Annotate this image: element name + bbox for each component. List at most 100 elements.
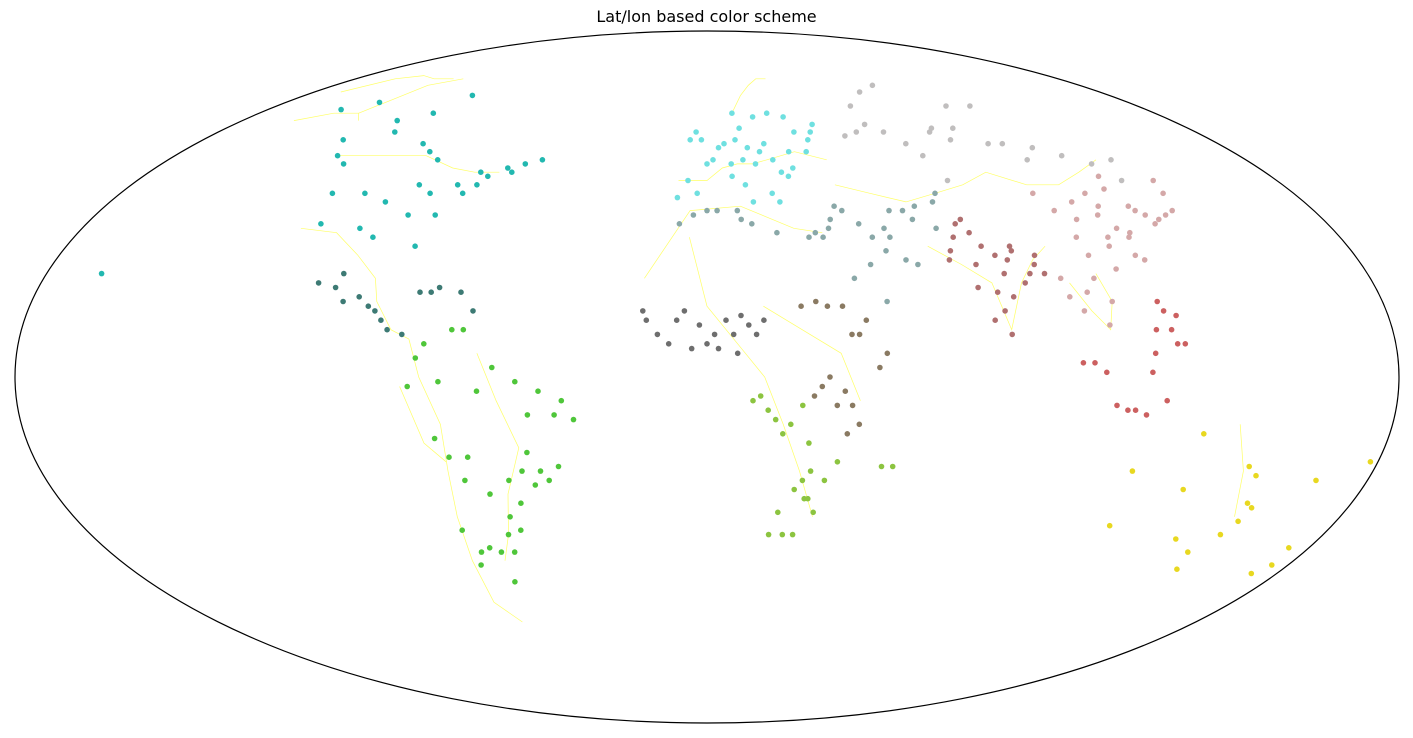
data-point: [537, 468, 544, 474]
data-point: [710, 157, 716, 163]
data-point: [1031, 261, 1037, 268]
data-point: [863, 317, 870, 324]
border-line: [834, 159, 1097, 203]
data-point: [474, 182, 480, 188]
data-point: [340, 298, 346, 305]
data-point: [856, 89, 863, 95]
data-point: [800, 402, 806, 409]
data-point: [1095, 203, 1101, 209]
data-point: [1041, 270, 1048, 277]
data-point: [1107, 322, 1113, 328]
data-point: [392, 129, 398, 135]
data-point: [551, 412, 557, 418]
data-point: [881, 225, 887, 232]
data-point: [1091, 275, 1097, 282]
data-point: [994, 289, 1001, 296]
data-point: [417, 289, 423, 296]
data-point: [770, 157, 776, 163]
data-point: [807, 129, 813, 135]
data-point: [332, 284, 339, 291]
data-point: [315, 280, 322, 286]
data-point: [1141, 257, 1148, 263]
data-point: [698, 137, 705, 143]
data-point: [1010, 294, 1017, 300]
data-point: [665, 341, 672, 347]
data-point: [798, 303, 804, 310]
data-point: [950, 234, 956, 240]
data-point: [427, 148, 433, 155]
data-point: [1008, 248, 1015, 254]
data-point: [356, 294, 363, 300]
data-point: [827, 374, 833, 380]
data-point: [1101, 186, 1107, 192]
data-point: [340, 161, 347, 167]
data-point: [855, 221, 862, 227]
data-point: [880, 129, 887, 135]
data-point: [341, 270, 347, 277]
data-point: [788, 421, 794, 428]
data-point: [498, 549, 505, 555]
data-point: [723, 317, 729, 324]
data-point: [721, 140, 727, 147]
data-point: [673, 317, 680, 324]
data-point: [746, 322, 752, 328]
data-point: [791, 129, 797, 135]
data-point: [693, 129, 699, 135]
data-point: [1269, 562, 1275, 568]
data-point: [681, 308, 688, 314]
data-point: [944, 177, 951, 184]
data-point: [382, 199, 389, 205]
data-point: [1004, 257, 1011, 263]
data-point: [928, 125, 935, 131]
data-point: [372, 308, 378, 314]
data-point: [555, 463, 562, 470]
data-point: [512, 378, 518, 385]
data-point: [431, 435, 438, 442]
data-point: [744, 144, 751, 151]
data-point: [685, 177, 691, 184]
data-point: [1114, 402, 1120, 409]
data-point: [886, 207, 892, 214]
data-point: [807, 468, 814, 474]
data-point: [435, 378, 441, 385]
data-point: [1168, 326, 1175, 333]
data-point: [478, 169, 484, 175]
data-point: [469, 92, 476, 99]
data-point: [462, 477, 468, 484]
data-point: [558, 397, 565, 404]
data-point: [842, 133, 848, 139]
data-point: [1152, 350, 1159, 357]
data-point: [1367, 459, 1374, 465]
data-point: [1126, 234, 1132, 240]
data-point: [470, 308, 476, 314]
data-point: [967, 103, 973, 109]
data-point: [947, 137, 954, 143]
data-point: [704, 161, 710, 167]
data-point: [715, 345, 722, 352]
data-point: [950, 125, 956, 131]
data-point: [778, 169, 785, 175]
data-point: [318, 221, 324, 227]
data-point: [957, 216, 964, 223]
border-line: [408, 339, 523, 623]
data-point: [932, 190, 938, 197]
data-point: [384, 326, 390, 333]
data-point: [478, 562, 484, 568]
data-point: [1024, 157, 1030, 163]
data-point: [805, 137, 811, 143]
data-point: [992, 252, 998, 259]
data-point: [1006, 243, 1013, 249]
data-point: [340, 137, 347, 143]
data-points: [98, 82, 1374, 585]
map-title: Lat/lon based color scheme: [596, 7, 817, 26]
data-point: [883, 248, 889, 254]
data-point: [1058, 152, 1065, 159]
data-point: [877, 364, 883, 371]
data-point: [779, 531, 786, 538]
data-point: [946, 257, 953, 263]
data-point: [1156, 216, 1162, 223]
data-point: [1164, 397, 1170, 404]
data-point: [1127, 229, 1133, 236]
data-point: [728, 161, 734, 167]
data-point: [464, 454, 471, 461]
